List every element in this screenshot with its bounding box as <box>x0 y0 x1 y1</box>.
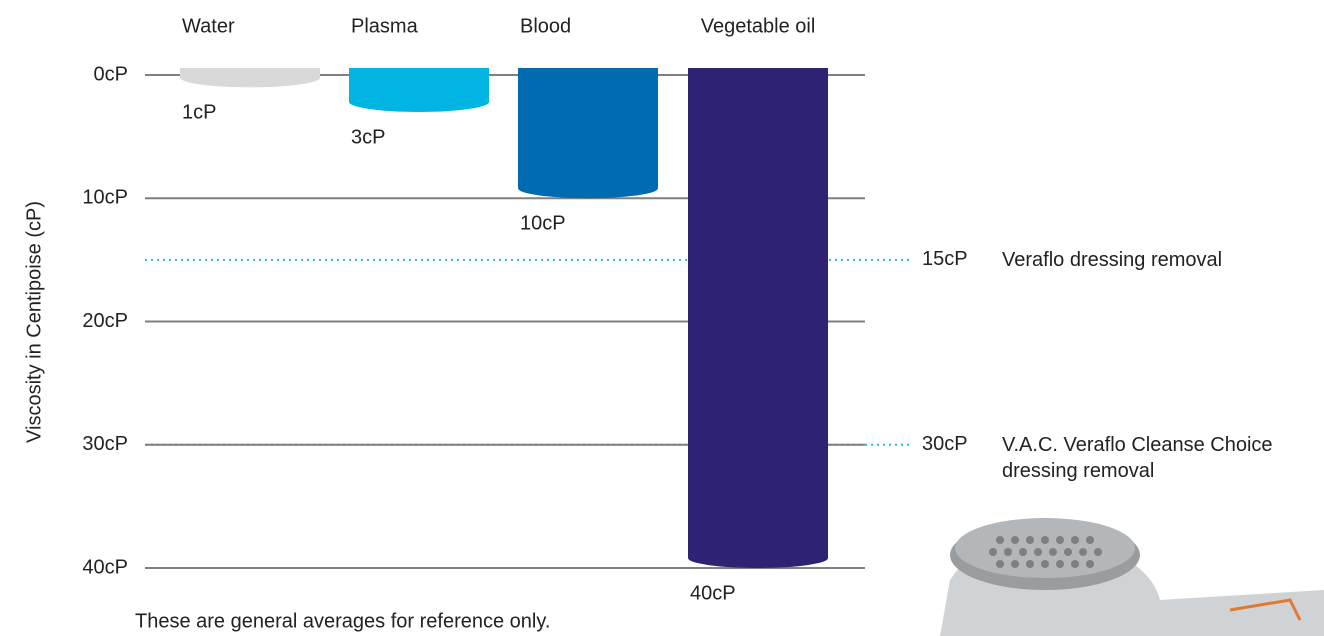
page: Viscosity in Centipoise (cP) These are g… <box>0 0 1324 636</box>
reference-value-label: 15cP <box>922 248 968 270</box>
value-label: 10cP <box>520 213 566 235</box>
category-label: Vegetable oil <box>701 15 816 37</box>
y-tick-label: 30cP <box>82 433 128 455</box>
reference-label: Veraflo dressing removal <box>1002 247 1324 273</box>
value-label: 3cP <box>351 126 385 148</box>
category-label: Water <box>182 15 235 37</box>
y-tick-label: 0cP <box>94 63 128 85</box>
reference-label: V.A.C. Veraflo Cleanse Choice dressing r… <box>1002 432 1324 484</box>
category-label: Blood <box>520 15 571 37</box>
value-label: 40cP <box>690 582 736 604</box>
y-tick-label: 20cP <box>82 310 128 332</box>
value-label: 1cP <box>182 102 216 124</box>
category-label: Plasma <box>351 15 419 37</box>
bar <box>180 68 320 87</box>
product-photo <box>940 518 1324 636</box>
footnote: These are general averages for reference… <box>135 610 550 632</box>
bar <box>518 68 658 198</box>
y-axis-title: Viscosity in Centipoise (cP) <box>23 201 45 443</box>
chart: Viscosity in Centipoise (cP) These are g… <box>0 0 1324 636</box>
y-tick-label: 40cP <box>82 556 128 578</box>
bar <box>688 68 828 568</box>
reference-value-label: 30cP <box>922 433 968 455</box>
y-tick-label: 10cP <box>82 187 128 209</box>
bar <box>349 68 489 112</box>
